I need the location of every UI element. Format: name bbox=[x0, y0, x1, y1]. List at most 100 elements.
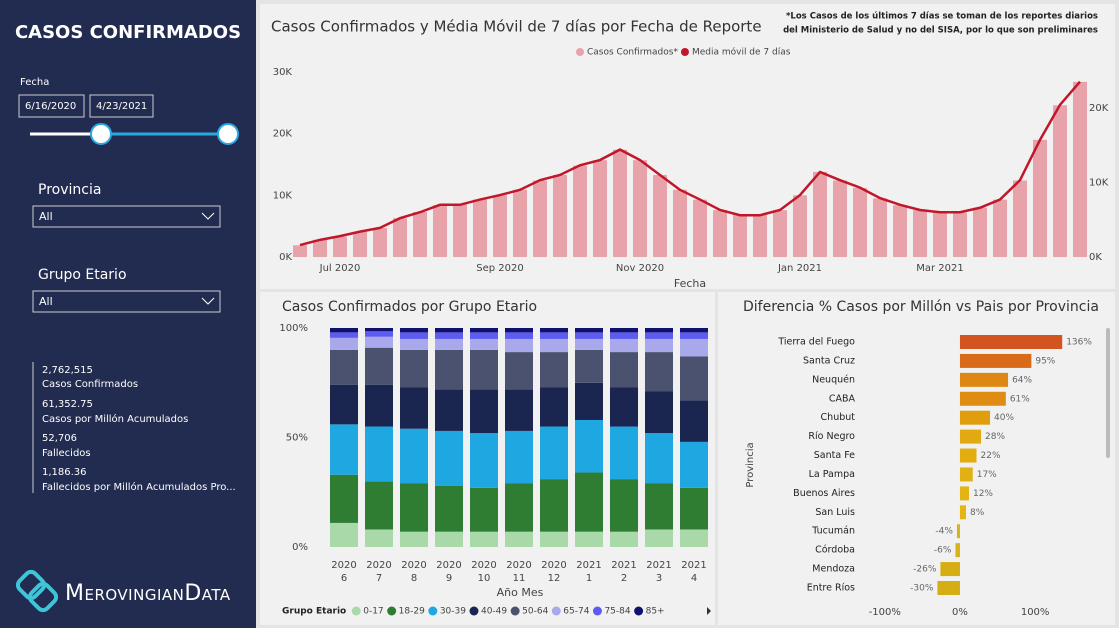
bar bbox=[940, 562, 960, 577]
bar-segment bbox=[470, 433, 498, 488]
value-label: 17% bbox=[977, 470, 997, 480]
bar-segment bbox=[540, 479, 568, 532]
bar-segment bbox=[330, 522, 358, 547]
bar-segment bbox=[505, 352, 533, 390]
bar bbox=[493, 195, 507, 257]
bar-segment bbox=[575, 472, 603, 532]
slider-handle[interactable] bbox=[217, 123, 239, 145]
bar-segment bbox=[645, 338, 673, 353]
legend-label: 50-64 bbox=[522, 607, 548, 617]
value-label: -6% bbox=[934, 546, 952, 556]
value-label: -30% bbox=[910, 584, 934, 594]
bar bbox=[959, 353, 1032, 368]
bar bbox=[953, 212, 967, 257]
sidebar-bg bbox=[0, 0, 256, 628]
bar bbox=[1033, 139, 1047, 257]
date-box[interactable] bbox=[89, 94, 154, 118]
bar-segment bbox=[610, 426, 638, 480]
bar bbox=[593, 160, 607, 257]
bar bbox=[533, 180, 547, 257]
x-tick-label: Mar 2021 bbox=[916, 263, 964, 274]
bar bbox=[913, 210, 927, 257]
dropdown-value: All bbox=[39, 210, 53, 223]
chart-title: Diferencia % Casos por Millón vs Pais po… bbox=[743, 299, 1099, 315]
bar bbox=[1073, 81, 1087, 257]
legend-marker bbox=[634, 606, 644, 616]
legend-label: 85+ bbox=[646, 607, 665, 617]
dropdown[interactable] bbox=[32, 205, 221, 228]
bar bbox=[959, 391, 1006, 406]
x-tick-label: Jul 2020 bbox=[319, 263, 361, 274]
bar bbox=[793, 195, 807, 257]
bar bbox=[1013, 180, 1027, 257]
date-start: 6/16/2020 bbox=[25, 101, 76, 112]
bar-segment bbox=[330, 384, 358, 425]
slider-handle[interactable] bbox=[90, 123, 112, 145]
x-axis-label: Fecha bbox=[674, 277, 706, 290]
bar bbox=[959, 505, 966, 520]
x-tick-label: 2020 bbox=[471, 560, 496, 571]
x-tick-label: 2020 bbox=[436, 560, 461, 571]
bar-segment bbox=[400, 349, 428, 388]
bar-segment bbox=[505, 483, 533, 532]
bar-segment bbox=[330, 328, 358, 333]
bar-segment bbox=[645, 433, 673, 484]
bar-segment bbox=[540, 531, 568, 547]
bar-segment bbox=[680, 356, 708, 401]
bar-segment bbox=[470, 349, 498, 390]
bar bbox=[553, 174, 567, 257]
value-label: 136% bbox=[1066, 338, 1092, 348]
bar-segment bbox=[400, 531, 428, 547]
bar bbox=[959, 372, 1009, 387]
bar-segment bbox=[610, 387, 638, 427]
category-label: Córdoba bbox=[815, 545, 855, 556]
x-tick-label: 2021 bbox=[576, 560, 601, 571]
y-tick-label: 100% bbox=[279, 323, 308, 334]
bar bbox=[673, 189, 687, 257]
chevron bbox=[201, 212, 215, 220]
bar-segment bbox=[610, 332, 638, 339]
bar-segment bbox=[365, 331, 393, 337]
legend-marker bbox=[428, 606, 438, 616]
category-label: Tucumán bbox=[811, 526, 855, 537]
bar-segment bbox=[505, 430, 533, 484]
bar-segment bbox=[645, 332, 673, 339]
legend-marker bbox=[510, 606, 520, 616]
bar bbox=[833, 180, 847, 257]
category-label: Entre Ríos bbox=[807, 583, 855, 594]
legend-marker bbox=[680, 48, 689, 56]
category-label: San Luis bbox=[815, 507, 855, 518]
bar-segment bbox=[435, 338, 463, 350]
bar-segment bbox=[575, 328, 603, 333]
kpi-value: 61,352.75 bbox=[42, 399, 93, 410]
date-label: Fecha bbox=[20, 77, 49, 88]
x-tick-label: 2020 bbox=[366, 560, 391, 571]
legend-label: 30-39 bbox=[440, 607, 466, 617]
kpi-value: 1,186.36 bbox=[42, 467, 87, 478]
bar-segment bbox=[400, 428, 428, 484]
bar-segment bbox=[435, 349, 463, 390]
x-tick-label: 9 bbox=[446, 573, 452, 584]
x-tick-label: 2021 bbox=[681, 560, 706, 571]
bar bbox=[693, 199, 707, 257]
bar-segment bbox=[610, 338, 638, 353]
x-tick-label: -100% bbox=[869, 607, 901, 618]
bar-segment bbox=[365, 481, 393, 530]
x-tick-label: 2020 bbox=[331, 560, 356, 571]
x-tick-label: 3 bbox=[656, 573, 662, 584]
bar bbox=[959, 486, 969, 501]
filter-label: Provincia bbox=[38, 182, 101, 198]
date-box[interactable] bbox=[18, 94, 85, 118]
y-tick-label: 20K bbox=[273, 129, 293, 140]
bar-segment bbox=[435, 531, 463, 547]
bar-segment bbox=[680, 328, 708, 333]
category-label: Río Negro bbox=[808, 431, 855, 442]
bar-segment bbox=[435, 332, 463, 339]
y-tick-label: 10K bbox=[273, 190, 293, 201]
bar-segment bbox=[540, 352, 568, 388]
bar-segment bbox=[645, 328, 673, 333]
dropdown[interactable] bbox=[32, 290, 221, 313]
x-tick-label: 12 bbox=[548, 573, 561, 584]
legend-label: 65-74 bbox=[563, 607, 589, 617]
bar-segment bbox=[365, 328, 393, 332]
